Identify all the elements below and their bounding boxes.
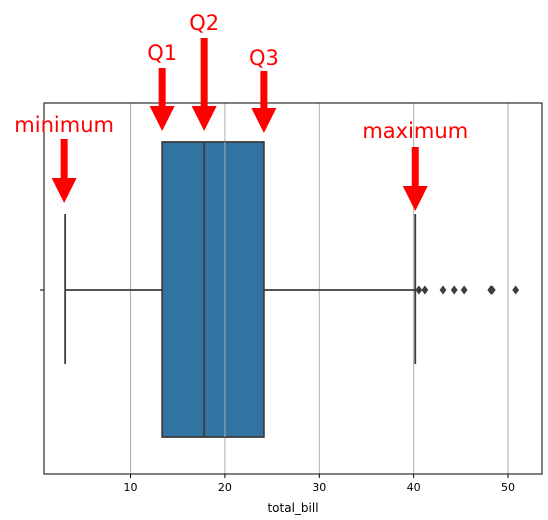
x-tick-label: 30 (312, 481, 326, 494)
x-axis-ticks: 10 20 30 40 50 (40, 289, 515, 494)
annotation-label: Q3 (249, 46, 279, 70)
outlier-point (488, 285, 496, 295)
outlier-point (512, 285, 520, 295)
outlier-point (439, 285, 447, 295)
annotation-label: maximum (362, 119, 468, 143)
outlier-point (415, 285, 423, 295)
boxplot (64, 141, 520, 438)
annotation-arrow (51, 139, 77, 203)
x-tick-label: 20 (218, 481, 232, 494)
outlier-point (421, 285, 429, 295)
annotation-arrow (402, 147, 428, 211)
outlier-point (460, 285, 468, 295)
iqr-box (161, 141, 265, 438)
annotation-arrow (191, 38, 217, 131)
axes-frame (43, 102, 543, 475)
x-tick-label: 40 (407, 481, 421, 494)
x-tick-label: 10 (124, 481, 138, 494)
annotation-label: Q1 (147, 41, 177, 65)
x-tick-label: 50 (501, 481, 515, 494)
annotation-label: minimum (14, 113, 114, 137)
x-axis-label: total_bill (267, 501, 318, 515)
outlier-point (450, 285, 458, 295)
annotation-arrow (251, 71, 277, 133)
annotations: minimum Q1 Q2 Q3 maximum (14, 11, 468, 211)
annotation-label: Q2 (189, 11, 219, 35)
annotation-arrow (149, 68, 175, 131)
